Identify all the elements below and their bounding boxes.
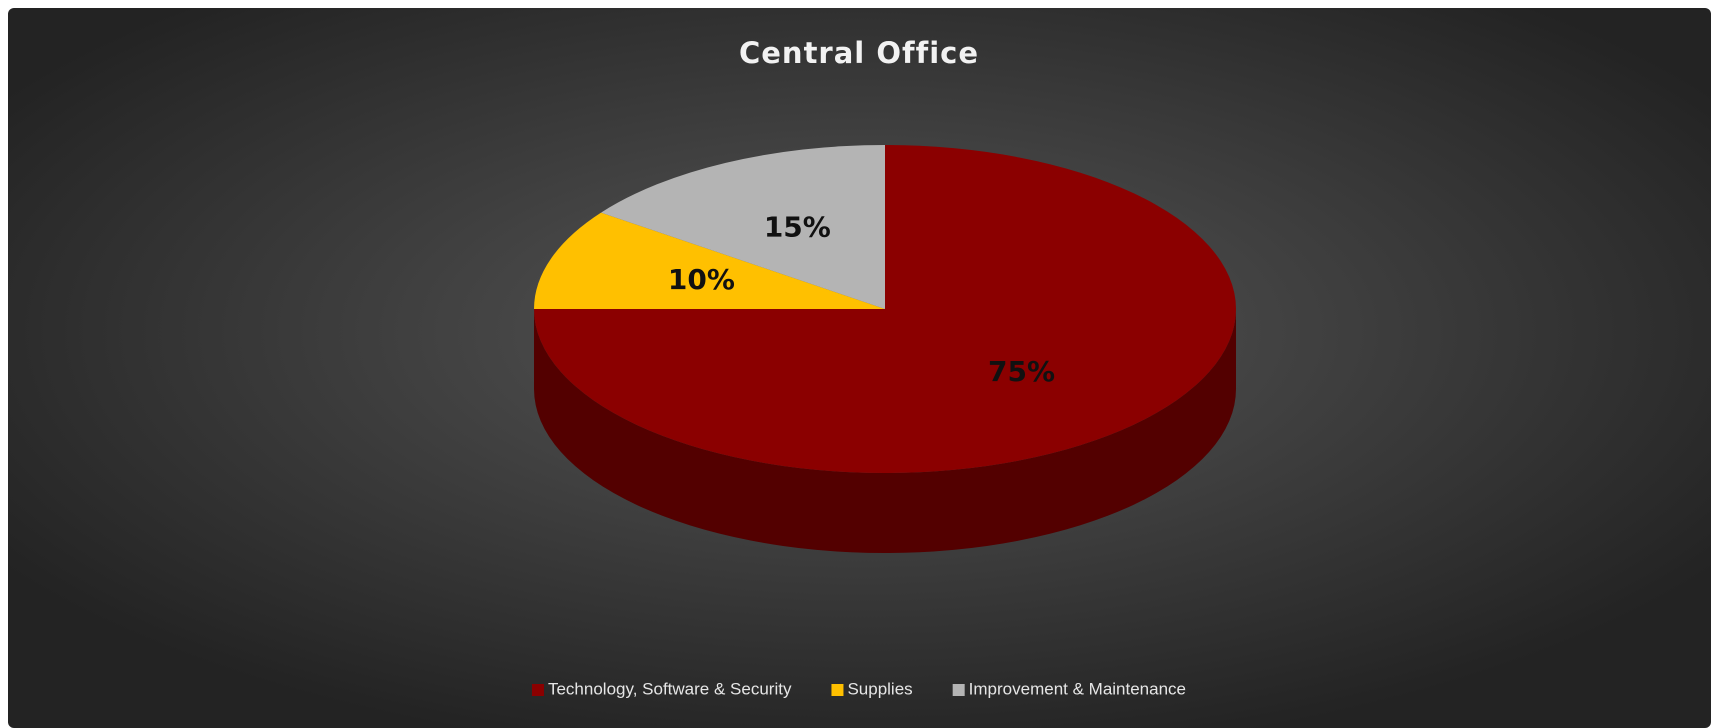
data-label: 75% [988,355,1055,388]
slice [601,145,885,309]
slice [534,212,885,309]
chart-title: Central Office [739,36,979,70]
legend-label: Improvement & Maintenance [969,679,1186,698]
data-label: 10% [668,263,735,296]
legend-label: Supplies [847,679,912,698]
legend-label: Technology, Software & Security [548,679,792,698]
legend-swatch [952,684,965,696]
slice-side [534,309,1236,553]
legend-swatch [831,684,844,696]
data-label: 15% [764,211,831,244]
legend-swatch [531,684,544,696]
